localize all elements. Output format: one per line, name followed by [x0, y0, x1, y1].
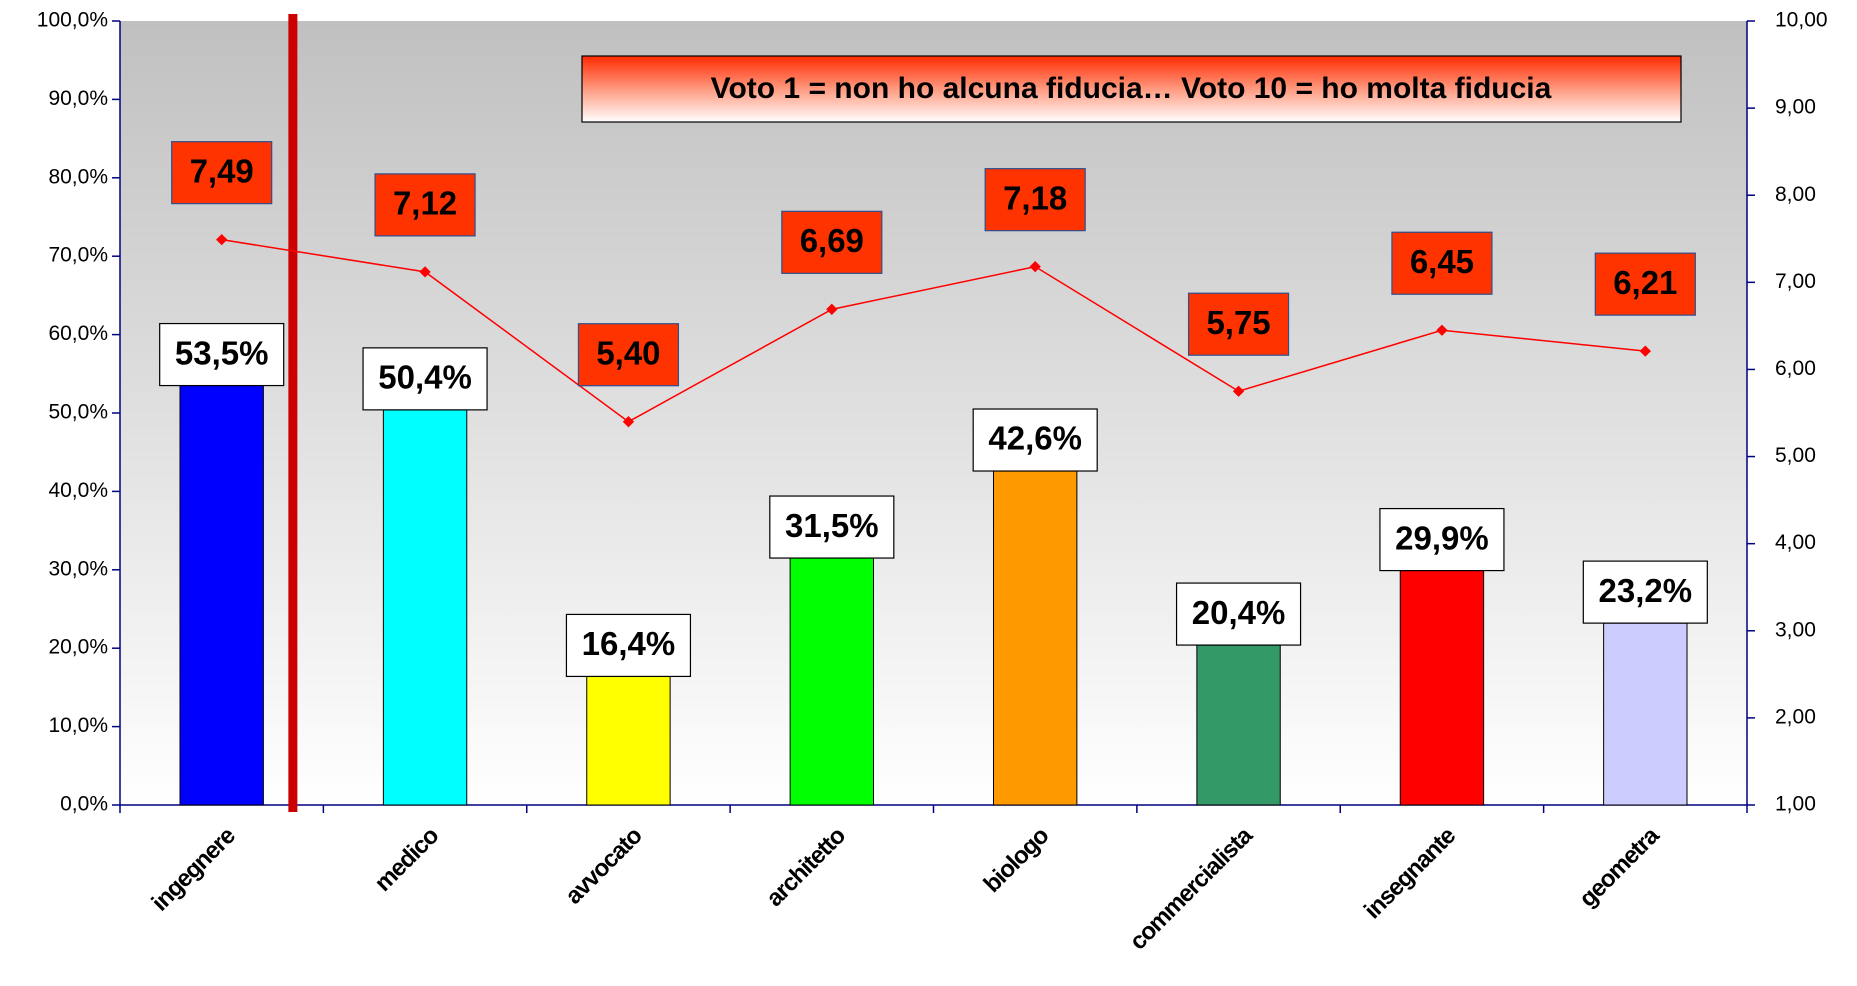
value-label: 50,4%	[378, 359, 472, 396]
y-tick-label: 90,0%	[48, 87, 108, 110]
y-tick-label: 80,0%	[48, 165, 108, 188]
value-label: 31,5%	[785, 507, 879, 544]
value-label-box	[374, 173, 476, 237]
bar	[1196, 644, 1281, 806]
value-label: 6,21	[1613, 264, 1677, 301]
y2-tick-label: 8,00	[1775, 183, 1816, 206]
value-label-box	[984, 168, 1086, 232]
x-tick-label: commercialista	[1125, 821, 1259, 955]
y-tick-label: 10,0%	[48, 714, 108, 737]
line-marker	[1639, 345, 1651, 357]
value-label: 7,18	[1003, 179, 1067, 216]
y2-tick-label: 7,00	[1775, 270, 1816, 293]
line-marker	[419, 266, 431, 278]
value-label: 5,40	[596, 334, 660, 371]
x-tick-label: insegnante	[1359, 822, 1461, 924]
bar	[586, 675, 671, 806]
value-label: 7,49	[190, 152, 254, 189]
value-label-box	[362, 347, 488, 411]
value-label-box	[972, 408, 1098, 472]
bar	[382, 409, 468, 806]
value-label: 42,6%	[988, 420, 1082, 457]
y-tick-label: 50,0%	[48, 401, 108, 424]
value-label-box	[1175, 582, 1302, 646]
line-marker	[1232, 385, 1245, 397]
line-marker	[1436, 324, 1448, 336]
y2-tick-label: 5,00	[1775, 444, 1816, 467]
y-tick-label: 30,0%	[48, 557, 108, 580]
value-label-box	[159, 322, 285, 387]
y2-tick-label: 2,00	[1775, 705, 1816, 728]
value-label: 29,9%	[1395, 519, 1489, 556]
value-label-box	[171, 141, 273, 205]
bar	[1603, 622, 1688, 806]
value-label: 7,12	[393, 185, 457, 222]
value-label-box	[577, 323, 680, 387]
y-tick-label: 100,0%	[37, 9, 108, 32]
y2-tick-label: 9,00	[1775, 96, 1816, 119]
line-marker	[216, 233, 228, 246]
y2-tick-label: 10,00	[1775, 9, 1828, 32]
bar	[179, 385, 264, 806]
line-marker	[1029, 260, 1041, 273]
line-marker	[826, 303, 838, 315]
x-tick-label: geometra	[1574, 821, 1665, 912]
value-label-box	[769, 495, 895, 559]
plot-area	[120, 21, 1747, 805]
y-tick-label: 20,0%	[48, 636, 108, 659]
value-label-box	[1379, 507, 1505, 572]
value-label-box	[1594, 252, 1696, 316]
value-label-box	[1391, 231, 1493, 295]
y-tick-label: 40,0%	[48, 479, 108, 502]
value-label: 23,2%	[1599, 572, 1693, 609]
bar	[789, 557, 875, 806]
value-label-box	[1582, 560, 1708, 624]
x-tick-label: architetto	[761, 822, 851, 912]
y2-tick-label: 3,00	[1775, 618, 1816, 641]
value-label-box	[1187, 292, 1290, 356]
value-label-box	[565, 613, 692, 678]
x-tick-label: medico	[370, 822, 445, 897]
y2-tick-label: 4,00	[1775, 531, 1816, 554]
y2-tick-label: 6,00	[1775, 357, 1816, 380]
y-tick-label: 0,0%	[60, 793, 108, 816]
annotation-box	[581, 55, 1682, 123]
annotation: Voto 1 = non ho alcuna fiducia… Voto 10 …	[711, 72, 1552, 105]
y2-tick-label: 1,00	[1775, 793, 1816, 816]
value-label: 6,45	[1410, 243, 1474, 280]
x-tick-label: ingegnere	[147, 822, 241, 916]
y-tick-label: 70,0%	[48, 244, 108, 267]
y-tick-label: 60,0%	[48, 322, 108, 345]
value-label: 6,69	[800, 222, 864, 259]
value-label: 16,4%	[582, 625, 676, 662]
value-label: 20,4%	[1192, 594, 1286, 631]
line	[221, 238, 1646, 423]
value-label: 53,5%	[175, 334, 269, 371]
x-tick-label: biologo	[979, 822, 1055, 898]
value-label: 5,75	[1206, 304, 1270, 341]
bar	[992, 470, 1078, 806]
bar	[1399, 570, 1485, 806]
value-label-box	[781, 210, 883, 274]
x-tick-label: avvocato	[560, 822, 647, 909]
line-marker	[622, 416, 635, 428]
